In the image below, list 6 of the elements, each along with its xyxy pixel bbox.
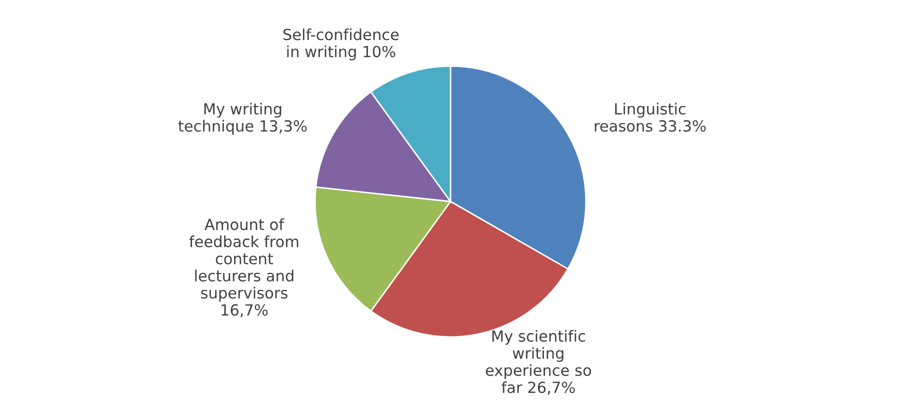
data-label: 16,7% [222,304,268,318]
slice-label: My writing technique 13,3% [178,102,307,135]
slice-label: Linguistic reasons 33.3% [594,102,706,132]
slice-label: My scientific writing experience so far 26,7% [486,330,592,395]
slice-label: Self-confidence in writing 10% [283,28,399,60]
slice-label: Amount of feedback from content lecturers and supervisors [189,218,298,302]
